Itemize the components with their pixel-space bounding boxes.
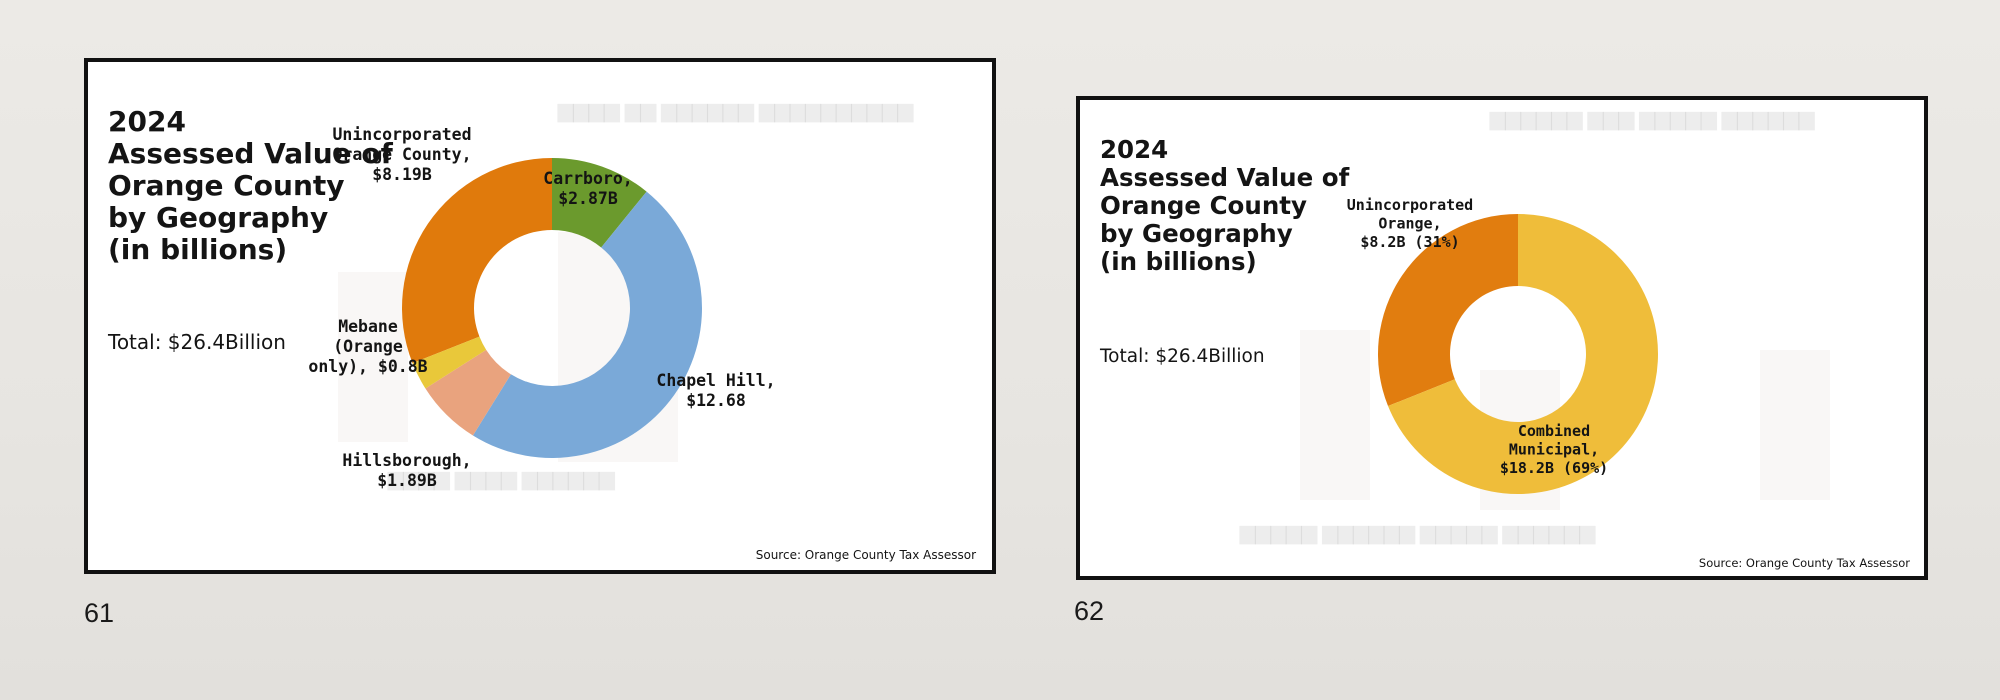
slice-label-line: (Orange — [333, 337, 403, 356]
slice-label-line: $18.2B (69%) — [1500, 459, 1608, 477]
show-through-decoration — [1760, 350, 1830, 500]
slice-label-line: Orange County, — [332, 145, 471, 164]
page-number: 61 — [84, 598, 115, 628]
donut-chart: Unincorporated Orange, $8.2B (31%) Combined… — [1347, 196, 1658, 494]
donut-slice — [425, 349, 511, 436]
chart-title-line: (in billions) — [1100, 246, 1257, 276]
show-through-text-decoration: ▆▆▆▆▆ ▆▆▆▆▆▆ ▆▆▆▆▆ ▆▆▆▆▆▆ — [1240, 522, 1596, 544]
donut-slice — [412, 336, 487, 389]
source-note: Source: Orange County Tax Assessor — [755, 548, 976, 562]
chart-panel-2: ▆▆▆▆▆▆ ▆▆▆ ▆▆▆▆▆ ▆▆▆▆▆▆ ▆▆▆▆▆ ▆▆▆▆▆▆ ▆▆▆… — [1076, 96, 1928, 580]
slice-label: Carrboro, $2.87B — [543, 169, 632, 208]
slice-label-line: $8.19B — [372, 165, 432, 184]
show-through-text-decoration: ▆▆▆▆ ▆▆ ▆▆▆▆▆▆ ▆▆▆▆▆▆▆▆▆▆ — [558, 100, 914, 122]
slice-label-line: $12.68 — [686, 391, 746, 410]
slice-label-line: $2.87B — [558, 189, 618, 208]
slice-label-line: Hillsborough, — [342, 451, 471, 470]
slice-label-line: Unincorporated — [332, 125, 471, 144]
slice-label: Hillsborough, $1.89B — [342, 451, 471, 490]
slice-label: Mebane (Orange only), $0.8B — [308, 317, 427, 376]
slice-label: Unincorporated Orange County, $8.19B — [332, 125, 471, 184]
chart-title-line: 2024 — [1100, 135, 1169, 164]
chart-title-line: 2024 — [108, 105, 186, 138]
donut-chart: Unincorporated Orange County, $8.19B Carrbo… — [308, 125, 775, 490]
chart-title-line: (in billions) — [108, 232, 288, 266]
show-through-text-decoration: ▆▆▆▆ ▆▆▆▆ ▆▆▆▆▆▆ — [388, 468, 615, 490]
slice-label-line: Carrboro, — [543, 169, 632, 188]
donut-slice — [552, 158, 647, 248]
slice-label-line: $1.89B — [377, 471, 437, 490]
donut-slice — [1378, 214, 1518, 407]
chart-title-line: by Geography — [108, 200, 329, 234]
chart-title-line: Orange County — [1100, 190, 1307, 220]
donut-slice — [472, 191, 703, 459]
slice-label-line: $8.2B (31%) — [1360, 233, 1459, 251]
slice-label: Combined Municipal, $18.2B (69%) — [1500, 422, 1608, 477]
total-value: Total: $26.4Billion — [1100, 346, 1265, 367]
total-value: Total: $26.4Billion — [108, 330, 286, 354]
chart-title-line: Orange County — [108, 168, 345, 202]
chart-title-line: Assessed Value of — [108, 136, 393, 170]
slice-label-line: Combined — [1518, 422, 1590, 440]
show-through-text-decoration: ▆▆▆▆▆▆ ▆▆▆ ▆▆▆▆▆ ▆▆▆▆▆▆ — [1490, 108, 1815, 130]
chart-panel-1: ▆▆▆▆ ▆▆ ▆▆▆▆▆▆ ▆▆▆▆▆▆▆▆▆▆ ▆▆▆▆ ▆▆▆▆ ▆▆▆▆… — [84, 58, 996, 574]
slice-label-line: Mebane — [338, 317, 398, 336]
donut-slice — [1388, 214, 1658, 494]
page-number: 62 — [1074, 596, 1105, 626]
chart-title-line: by Geography — [1100, 218, 1293, 248]
slice-label-line: only), $0.8B — [308, 357, 427, 376]
slice-label: Chapel Hill, $12.68 — [656, 371, 775, 410]
slice-label-line: Orange, — [1378, 215, 1441, 233]
source-note: Source: Orange County Tax Assessor — [1698, 556, 1910, 570]
show-through-decoration — [338, 272, 408, 442]
chart-title: 2024 Assessed Value of Orange County by … — [1100, 136, 1349, 276]
chart-title: 2024 Assessed Value of Orange County by … — [108, 106, 393, 266]
slice-label: Unincorporated Orange, $8.2B (31%) — [1347, 196, 1473, 251]
chart-title-line: Assessed Value of — [1100, 162, 1350, 192]
slice-label-line: Unincorporated — [1347, 196, 1473, 214]
slice-label-line: Chapel Hill, — [656, 371, 775, 390]
donut-slice — [402, 158, 552, 364]
slice-label-line: Municipal, — [1509, 441, 1599, 459]
show-through-decoration — [1300, 330, 1370, 500]
